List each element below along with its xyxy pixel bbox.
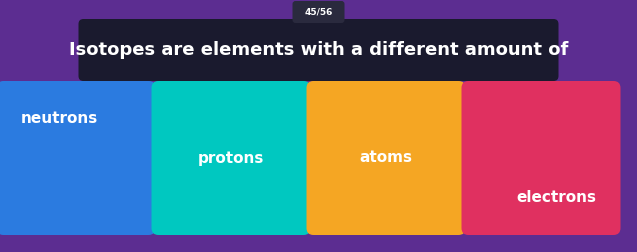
Text: atoms: atoms — [359, 150, 413, 166]
FancyBboxPatch shape — [306, 81, 466, 235]
Text: protons: protons — [198, 150, 264, 166]
FancyBboxPatch shape — [292, 1, 345, 23]
FancyBboxPatch shape — [152, 81, 310, 235]
FancyBboxPatch shape — [78, 19, 559, 81]
Text: neutrons: neutrons — [21, 111, 98, 126]
Text: electrons: electrons — [516, 190, 596, 205]
FancyBboxPatch shape — [0, 81, 155, 235]
FancyBboxPatch shape — [461, 81, 620, 235]
Text: 45/56: 45/56 — [304, 8, 333, 16]
Text: Isotopes are elements with a different amount of: Isotopes are elements with a different a… — [69, 41, 568, 59]
